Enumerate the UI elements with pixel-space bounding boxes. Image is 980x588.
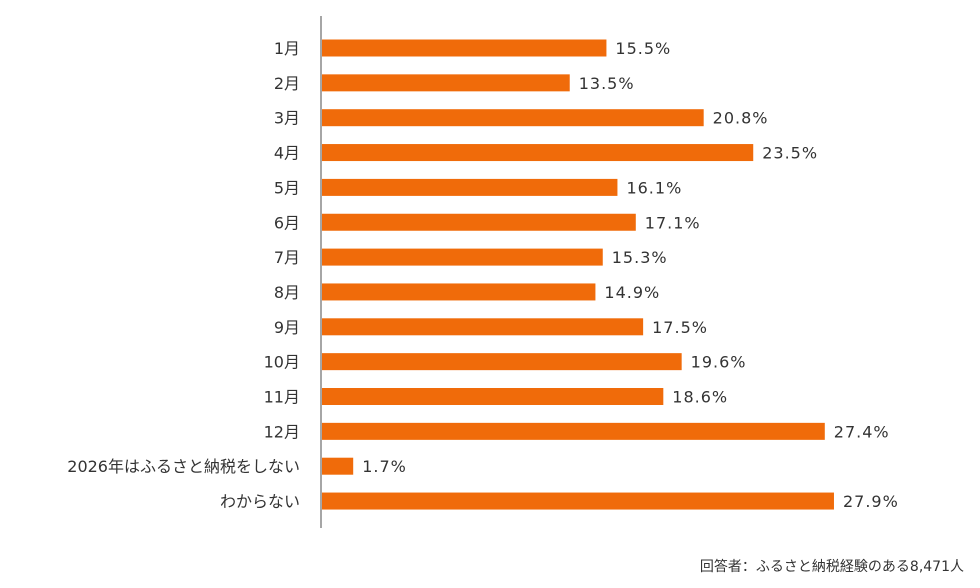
bar-5 (322, 178, 618, 196)
value-label-3: 20.8% (713, 109, 769, 128)
value-label-12: 27.4% (834, 422, 890, 441)
value-label-1: 15.5% (615, 39, 671, 58)
bar-11 (322, 388, 664, 405)
bar-6 (322, 213, 636, 231)
category-label-2: 2月 (274, 74, 300, 93)
category-label-10: 10月 (264, 353, 300, 372)
bars-layer (322, 39, 834, 510)
value-label-2: 13.5% (579, 74, 635, 93)
category-label-12: 12月 (264, 422, 300, 441)
value-label-10: 19.6% (691, 353, 747, 372)
category-label-7: 7月 (274, 248, 300, 267)
value-label-14: 27.9% (843, 492, 899, 511)
category-label-3: 3月 (274, 109, 300, 128)
bar-10 (322, 353, 682, 371)
category-label-5: 5月 (274, 178, 300, 197)
bar-7 (322, 248, 603, 266)
category-label-9: 9月 (274, 318, 300, 337)
value-label-9: 17.5% (652, 318, 708, 337)
value-label-11: 18.6% (672, 388, 728, 407)
value-label-7: 15.3% (612, 248, 668, 267)
category-label-8: 8月 (274, 283, 300, 302)
category-label-14: わからない (220, 492, 300, 511)
category-label-13: 2026年はふるさと納税をしない (67, 457, 300, 476)
value-label-8: 14.9% (604, 283, 660, 302)
category-label-11: 11月 (264, 388, 300, 407)
bar-3 (322, 109, 704, 127)
value-label-4: 23.5% (762, 144, 818, 163)
bar-12 (322, 422, 825, 440)
bar-14 (322, 492, 834, 510)
respondent-footnote: 回答者：ふるさと納税経験のある8,471人 (699, 559, 964, 575)
category-label-1: 1月 (274, 39, 300, 58)
value-label-6: 17.1% (645, 213, 701, 232)
bar-1 (322, 39, 607, 57)
bar-13 (322, 457, 354, 475)
value-label-5: 16.1% (626, 178, 682, 197)
bar-8 (322, 283, 596, 301)
bar-9 (322, 318, 644, 336)
category-label-6: 6月 (274, 213, 300, 232)
bar-2 (322, 74, 570, 92)
category-label-4: 4月 (274, 144, 300, 163)
value-label-13: 1.7% (362, 457, 407, 476)
bar-4 (322, 144, 754, 162)
labels-layer: 1月 15.5% 2月 13.5% 3月 20.8% 4月 23.5% 5月 16.1% 6月 17.… (67, 39, 899, 511)
